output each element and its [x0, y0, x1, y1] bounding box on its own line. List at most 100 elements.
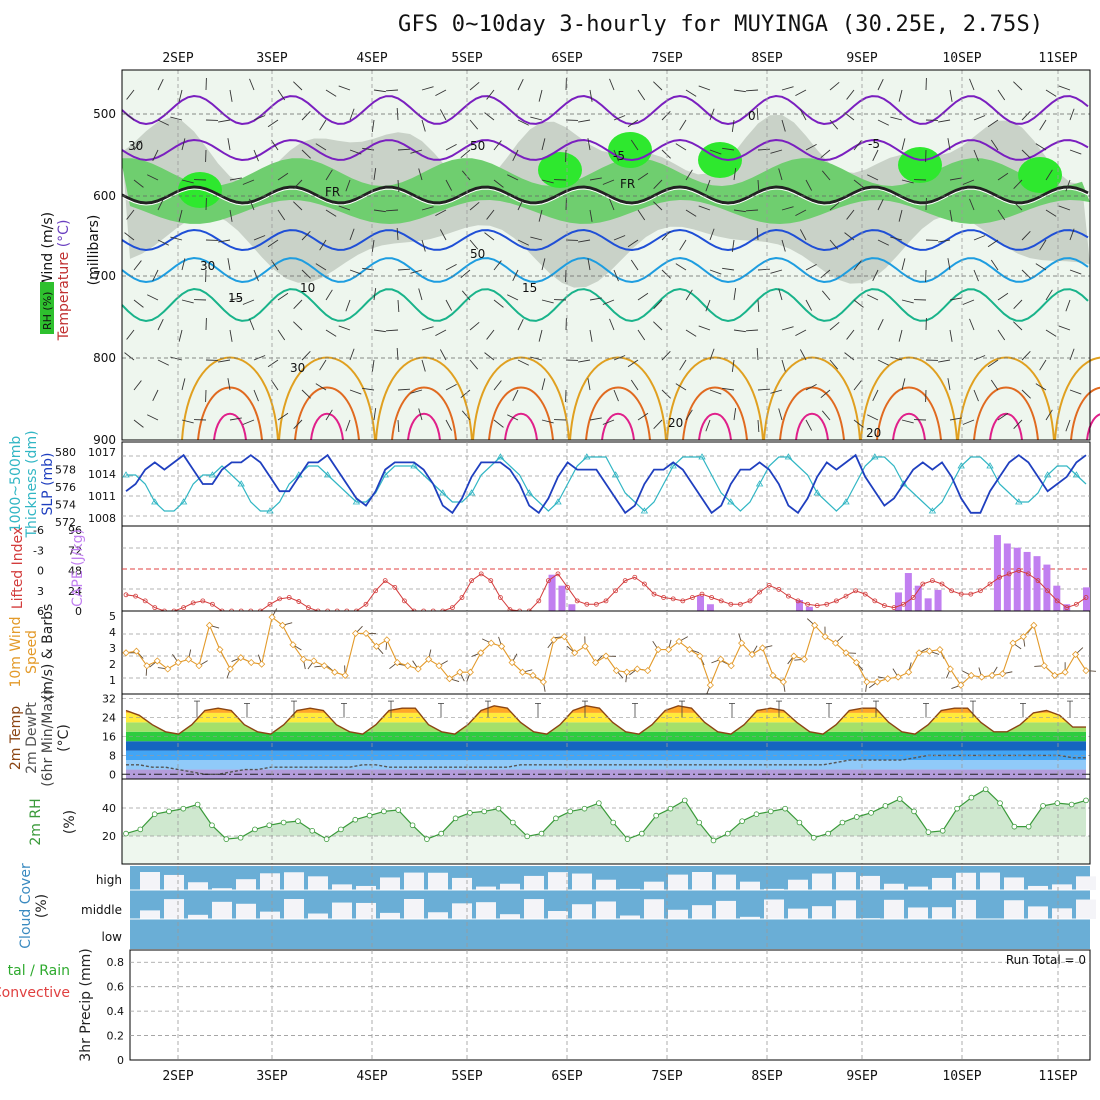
- li-marker: [939, 581, 945, 587]
- wind10m-marker: [696, 652, 704, 660]
- wind10m-marker: [800, 655, 808, 663]
- wind-barb: [756, 107, 759, 121]
- precip-tick-label: 0.6: [107, 981, 125, 994]
- wind-barb: [587, 378, 591, 391]
- wind10m-marker: [894, 673, 902, 681]
- thickness-line: [126, 456, 1087, 512]
- wind-barb: [997, 172, 1009, 181]
- freezing-level-contour: [121, 185, 1089, 205]
- wind-barb: [853, 260, 862, 271]
- wind-barb: [1035, 143, 1047, 151]
- wind-barb: [178, 329, 183, 342]
- wind10m-marker: [289, 641, 297, 649]
- wind10m-marker: [508, 658, 516, 667]
- wind-barb: [1013, 81, 1023, 91]
- wind-barb: [589, 297, 602, 301]
- cloud-high-block: [716, 874, 736, 890]
- wind10m-marker: [310, 657, 318, 665]
- cape-bar: [993, 535, 1001, 611]
- wind-barb: [757, 388, 771, 391]
- rh2m-marker: [796, 819, 803, 826]
- wind-barb: [133, 179, 144, 188]
- cloud-mid-block: [140, 910, 160, 919]
- thickness-tick-label: 580: [55, 446, 76, 459]
- wind-barb: [602, 299, 615, 305]
- contour-label: 50: [470, 139, 485, 153]
- wind-barb: [733, 209, 746, 213]
- wind-barb: [587, 138, 591, 151]
- contour-label: FR: [325, 185, 340, 199]
- wind-barb: [877, 319, 884, 331]
- wind-barb: [445, 179, 453, 191]
- cloud-high-block: [212, 888, 232, 890]
- wind-barb: [493, 260, 502, 271]
- wind-barb: [770, 269, 783, 274]
- wind-barb: [421, 119, 426, 132]
- wind-barb: [745, 209, 759, 212]
- li-marker: [776, 587, 782, 592]
- li-marker: [133, 593, 139, 599]
- temp-contour-20: [181, 356, 279, 441]
- thickness-marker: [784, 453, 793, 460]
- wind-barb: [293, 299, 303, 309]
- wind-barb: [338, 85, 351, 91]
- wind-barb: [821, 410, 831, 421]
- wind-barb: [1013, 201, 1023, 211]
- rh2m-marker: [438, 830, 445, 837]
- rh2m-marker: [682, 797, 688, 804]
- wind10m-marker: [967, 671, 975, 680]
- wind-barb: [872, 269, 879, 281]
- thickness-marker: [1015, 498, 1023, 505]
- rh-core: [1018, 157, 1062, 193]
- wind-barb: [613, 269, 619, 282]
- wind-barb: [530, 236, 543, 241]
- cloud-mid-block: [1028, 906, 1048, 919]
- cloud-high-block: [740, 881, 760, 890]
- temp2m-tick-label: 8: [109, 749, 116, 762]
- wind-barb: [538, 209, 543, 222]
- rh2m-marker: [567, 808, 573, 815]
- li-marker: [699, 591, 705, 597]
- temp-contour-30: [892, 412, 926, 441]
- wind-barb: [124, 232, 135, 241]
- wind10m-marker: [299, 655, 307, 663]
- wind-barb: [293, 321, 303, 331]
- wind-barb: [267, 119, 279, 128]
- wind-barb: [170, 356, 183, 361]
- cloud-high-block: [356, 885, 376, 890]
- date-label-top: 4SEP: [356, 51, 387, 66]
- date-label-top: 9SEP: [846, 51, 877, 66]
- wind-barb: [675, 263, 687, 271]
- thickness-tick-label: 574: [55, 499, 76, 512]
- cape-bar: [934, 589, 942, 611]
- li-marker: [1074, 601, 1079, 607]
- wind10m-marker: [1072, 650, 1080, 658]
- wind-barb: [947, 378, 951, 391]
- li-marker: [642, 581, 647, 587]
- wind-barb: [270, 379, 279, 391]
- thickness-marker: [928, 507, 937, 514]
- wind-barb: [589, 177, 602, 181]
- cloud-mid-block: [188, 914, 208, 919]
- wind10m-tick-label: 2: [109, 658, 116, 671]
- temp-contour-30: [504, 412, 538, 441]
- thickness-tick-label: 578: [55, 464, 76, 477]
- wind-barb: [1035, 263, 1047, 271]
- li-marker: [853, 588, 858, 594]
- wind-barb: [898, 329, 903, 342]
- wind-barb: [277, 292, 289, 301]
- wind-barb: [602, 419, 615, 425]
- rh2m-marker: [997, 800, 1003, 806]
- thickness-marker: [323, 471, 332, 478]
- li-marker: [958, 591, 964, 597]
- wind-barb: [1045, 329, 1057, 337]
- li-tick-label: 0: [37, 565, 44, 578]
- rh2m-marker: [381, 808, 387, 815]
- li-marker: [632, 574, 638, 580]
- wind-barb: [157, 359, 169, 366]
- wind-barb: [484, 232, 495, 241]
- thickness-marker: [899, 480, 908, 487]
- wind-barb: [901, 419, 914, 424]
- wind-barb: [799, 109, 807, 121]
